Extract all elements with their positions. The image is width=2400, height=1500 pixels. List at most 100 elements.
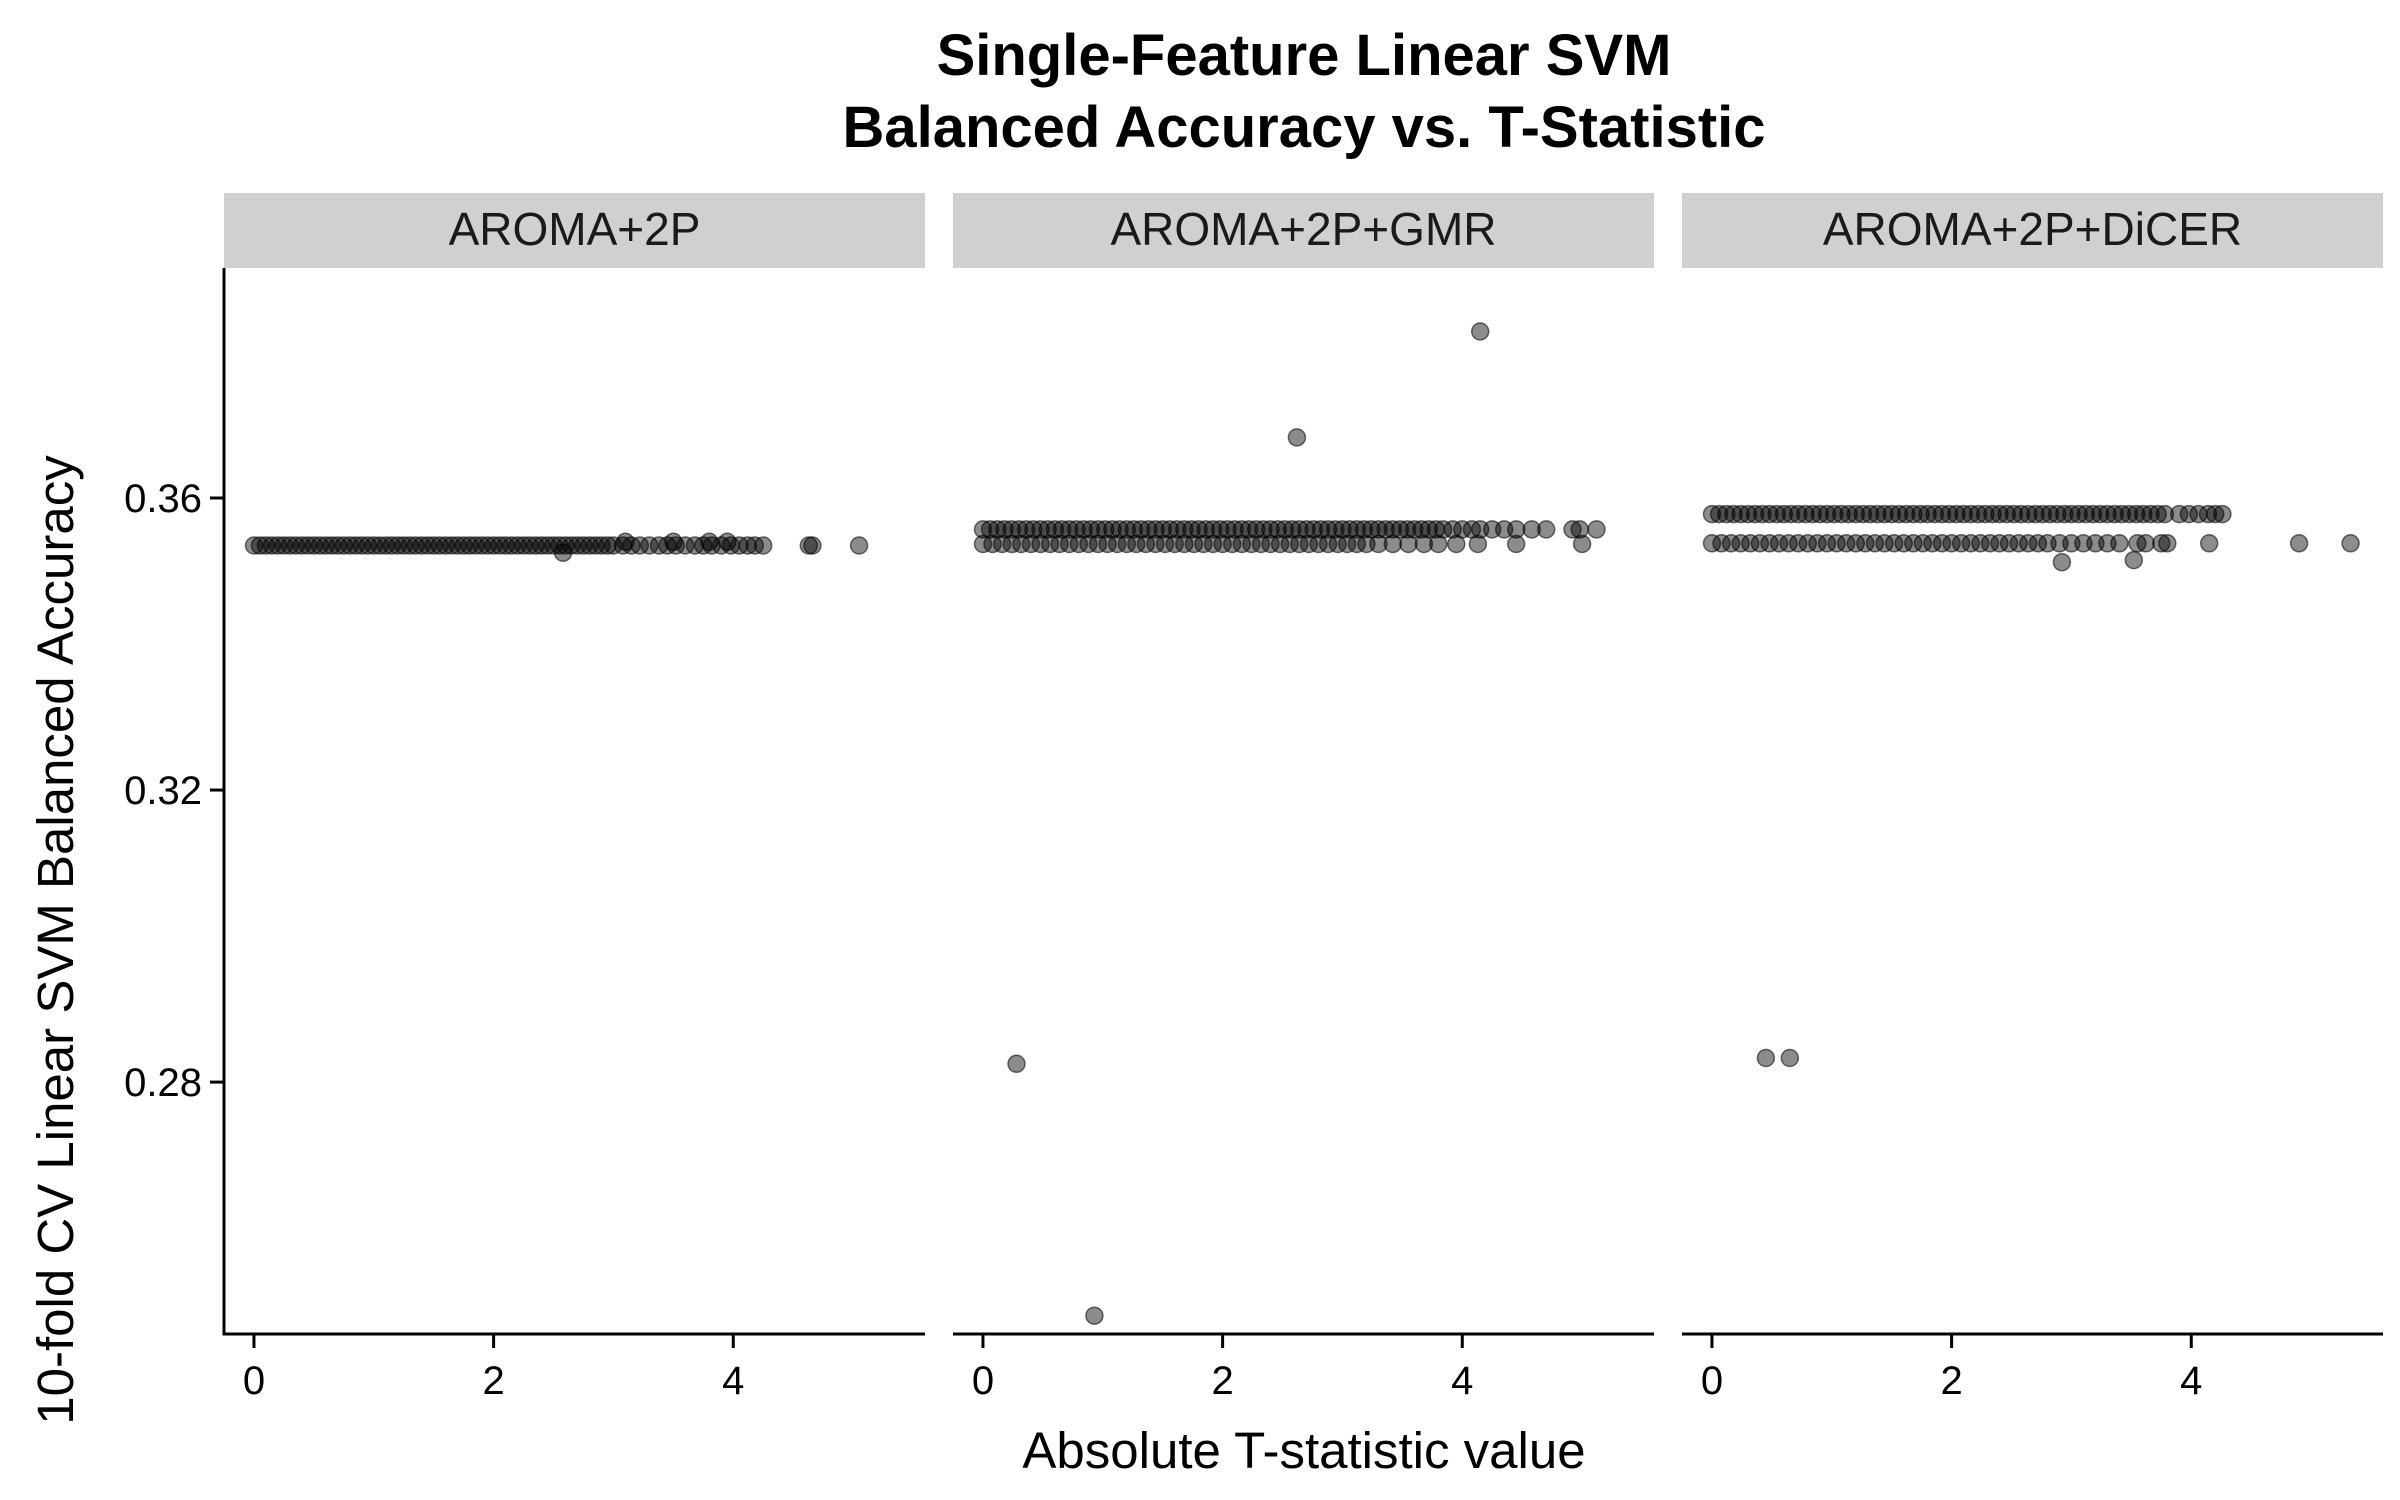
- data-point: [1155, 534, 1175, 554]
- data-point: [2019, 534, 2038, 553]
- data-point: [1079, 534, 1098, 554]
- data-point: [2148, 504, 2167, 524]
- facet-panel: AROMA+2P 0 2 4: [224, 193, 925, 1403]
- data-point: [1117, 520, 1137, 539]
- data-point: [1939, 504, 1959, 524]
- data-point: [1980, 534, 2000, 553]
- x-axis-label: Absolute T-statistic value: [1022, 1422, 1585, 1479]
- data-point: [1136, 534, 1156, 554]
- x-tick-label: 2: [482, 1359, 504, 1403]
- data-point: [1098, 534, 1117, 554]
- data-point: [2105, 504, 2124, 524]
- chart-title: Single-Feature Linear SVM: [937, 23, 1672, 88]
- data-point: [1210, 520, 1230, 539]
- x-tick-label: 4: [2180, 1359, 2202, 1403]
- data-point: [1182, 520, 1201, 539]
- data-point: [1721, 534, 1741, 553]
- data-point: [1107, 534, 1127, 554]
- data-point: [1270, 534, 1290, 554]
- data-point: [1741, 534, 1760, 553]
- data-point: [1760, 504, 1779, 524]
- x-tick-label: 2: [1940, 1359, 1962, 1403]
- data-point: [1781, 504, 1801, 524]
- data-point: [1702, 534, 1722, 553]
- data-point: [2198, 504, 2218, 524]
- data-point: [1309, 534, 1328, 554]
- data-point: [2213, 504, 2232, 524]
- data-point: [630, 536, 650, 555]
- data-point: [2110, 534, 2129, 553]
- data-point: [1383, 534, 1403, 554]
- y-axis-label: 10-fold CV Linear SVM Balanced Accuracy: [27, 455, 84, 1425]
- data-point: [1904, 504, 1923, 524]
- data-point: [1429, 534, 1448, 554]
- data-point: [1326, 520, 1345, 539]
- data-point: [803, 536, 822, 555]
- data-point: [2028, 534, 2048, 553]
- data-point: [1232, 520, 1252, 539]
- data-point: [1925, 504, 1945, 524]
- data-point: [1868, 504, 1887, 524]
- data-point: [1290, 520, 1309, 539]
- x-tick-label: 0: [1701, 1359, 1723, 1403]
- data-point: [1024, 520, 1043, 539]
- data-point: [973, 534, 993, 554]
- data-point: [1347, 520, 1367, 539]
- data-point: [1983, 504, 2002, 524]
- data-point: [1175, 534, 1194, 554]
- data-point: [2083, 504, 2103, 524]
- data-point: [1443, 520, 1462, 539]
- data-point: [616, 532, 635, 552]
- data-point: [700, 532, 719, 552]
- data-point: [1731, 504, 1750, 524]
- data-point: [2098, 504, 2117, 524]
- data-point: [1397, 520, 1417, 539]
- data-point: [1817, 534, 1837, 553]
- data-point: [1997, 504, 2016, 524]
- data-point: [2004, 504, 2024, 524]
- data-point: [1712, 534, 1731, 553]
- data-point: [1810, 504, 1830, 524]
- data-point: [1832, 504, 1851, 524]
- data-point: [2205, 504, 2225, 524]
- data-point: [1738, 504, 1758, 524]
- data-point: [553, 543, 573, 563]
- data-point: [2076, 504, 2096, 524]
- data-point: [1846, 504, 1866, 524]
- data-point: [1839, 504, 1858, 524]
- data-point: [1012, 534, 1031, 554]
- data-point: [1999, 534, 2019, 553]
- data-point: [738, 536, 757, 555]
- data-point: [718, 532, 737, 552]
- data-point: [1904, 534, 1923, 553]
- facet-strip-label: AROMA+2P+DiCER: [1823, 203, 2242, 255]
- data-point: [2047, 504, 2067, 524]
- data-point: [1254, 520, 1273, 539]
- data-point: [983, 534, 1002, 554]
- data-point: [1522, 520, 1542, 539]
- data-point: [1002, 520, 1021, 539]
- data-point: [1506, 534, 1526, 554]
- data-point: [1724, 504, 1743, 524]
- data-point: [1242, 534, 1261, 554]
- y-tick-label: 0.32: [124, 769, 202, 813]
- data-point: [1290, 534, 1309, 554]
- data-point: [1753, 504, 1772, 524]
- data-point: [2011, 504, 2031, 524]
- data-point: [1117, 534, 1137, 554]
- data-point: [1328, 534, 1347, 554]
- data-point: [1918, 504, 1937, 524]
- data-point: [1282, 520, 1302, 539]
- data-point: [1836, 534, 1856, 553]
- data-point: [676, 536, 695, 555]
- data-point: [2141, 504, 2160, 524]
- data-point: [1369, 534, 1388, 554]
- data-point: [995, 520, 1014, 539]
- data-point: [1961, 534, 1981, 553]
- data-point: [1196, 520, 1216, 539]
- facet-strip-label: AROMA+2P+GMR: [1111, 203, 1497, 255]
- data-point: [2170, 504, 2189, 524]
- facet-panel: AROMA+2P+DiCER 0 2 4: [1682, 193, 2383, 1403]
- data-point: [1390, 520, 1410, 539]
- data-point: [2090, 504, 2110, 524]
